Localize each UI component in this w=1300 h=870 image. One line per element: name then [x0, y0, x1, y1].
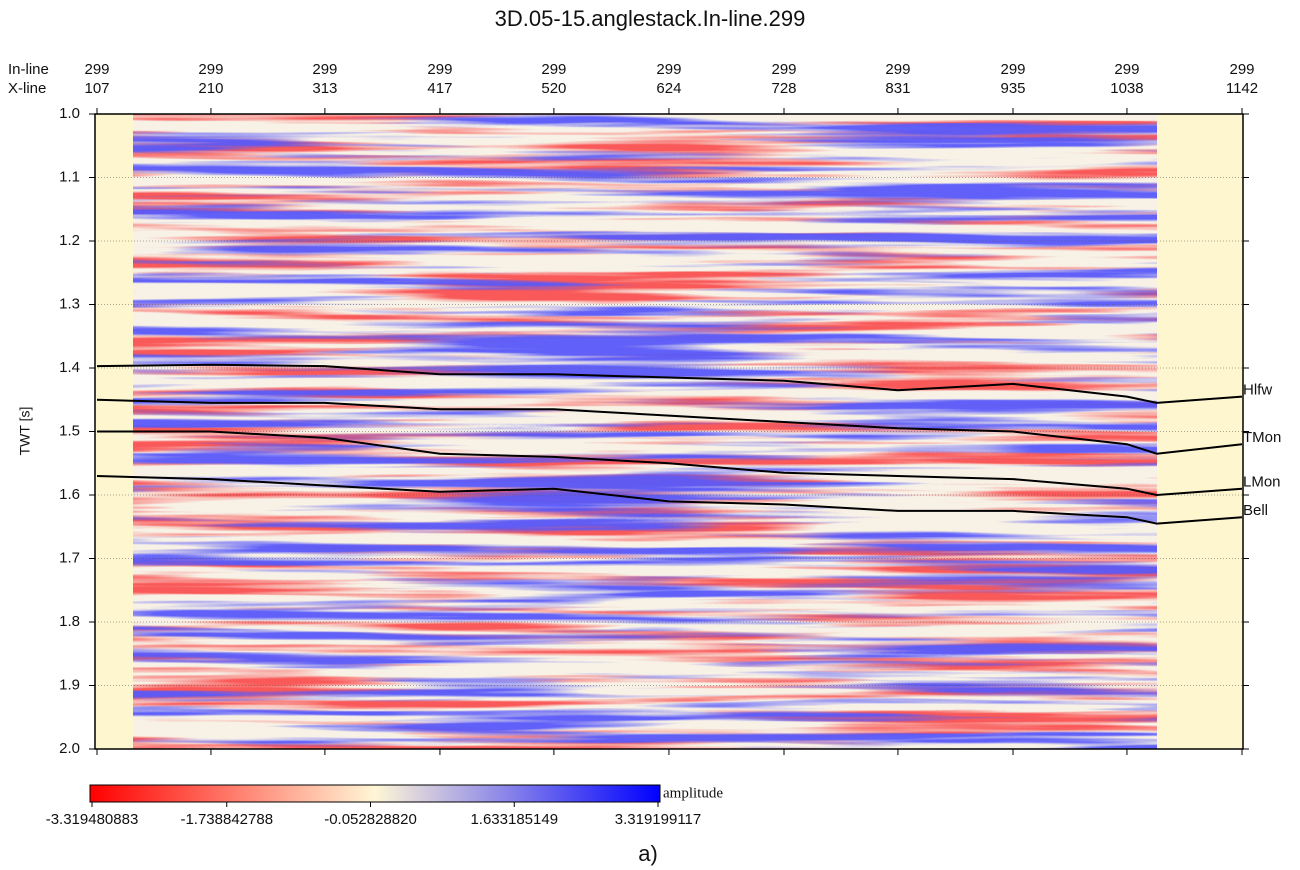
colorbar-tick-label: 1.633185149 [470, 811, 558, 828]
x-tick-label: 831 [885, 80, 910, 97]
inline-label: 299 [885, 61, 910, 78]
colorbar [89, 784, 661, 803]
horizon-line [96, 475, 1243, 525]
x-tick-label: 1038 [1110, 80, 1143, 97]
inline-label: 299 [198, 61, 223, 78]
x-tick-label: 935 [1000, 80, 1025, 97]
y-tick-label: 1.0 [59, 105, 80, 122]
colorbar-label: amplitude [663, 785, 723, 801]
y-tick-label: 1.8 [59, 613, 80, 630]
x-tick-label: 417 [427, 80, 452, 97]
plot-frame [94, 113, 1244, 750]
x-tick-label: 210 [198, 80, 223, 97]
x-tick-label: 107 [84, 80, 109, 97]
x-tick-label: 728 [771, 80, 796, 97]
horizon-line [96, 363, 1243, 404]
y-tick-label: 1.3 [59, 295, 80, 312]
top-axis-label: In-line [8, 61, 49, 78]
y-tick-label: 1.1 [59, 168, 80, 185]
horizon-line [97, 430, 1243, 497]
chart-title: 3D.05-15.anglestack.In-line.299 [495, 6, 806, 31]
x-tick-label: 313 [312, 80, 337, 97]
inline-label: 299 [84, 61, 109, 78]
y-tick-label: 1.7 [59, 549, 80, 566]
x-tick-label: 520 [541, 80, 566, 97]
y-tick-label: 1.6 [59, 486, 80, 503]
x-tick-label: 624 [656, 80, 681, 97]
horizon-label: TMon [1243, 429, 1281, 446]
horizon-label: LMon [1243, 474, 1281, 491]
inline-label: 299 [312, 61, 337, 78]
colorbar-tick-label: 3.319199117 [615, 811, 701, 828]
inline-label: 299 [427, 61, 452, 78]
inline-label: 299 [1114, 61, 1139, 78]
y-tick-label: 1.5 [59, 422, 80, 439]
horizon-label: Bell [1243, 502, 1268, 519]
y-axis-label: TWT [s] [17, 407, 33, 456]
horizon-line [96, 398, 1243, 455]
inline-label: 299 [771, 61, 796, 78]
y-tick-label: 2.0 [59, 740, 80, 757]
inline-label: 299 [541, 61, 566, 78]
inline-label: 299 [1229, 61, 1254, 78]
top-axis-label: X-line [8, 80, 46, 97]
x-tick-label: 1142 [1226, 80, 1258, 97]
inline-label: 299 [656, 61, 681, 78]
y-tick-label: 1.2 [59, 232, 80, 249]
caption: a) [638, 841, 658, 866]
y-tick-label: 1.4 [59, 359, 80, 376]
horizon-label: Hlfw [1243, 382, 1272, 399]
inline-label: 299 [1000, 61, 1025, 78]
colorbar-tick-label: -3.319480883 [46, 811, 139, 828]
colorbar-tick-label: -1.738842788 [180, 811, 273, 828]
y-tick-label: 1.9 [59, 676, 80, 693]
colorbar-tick-label: -0.052828820 [324, 811, 417, 828]
